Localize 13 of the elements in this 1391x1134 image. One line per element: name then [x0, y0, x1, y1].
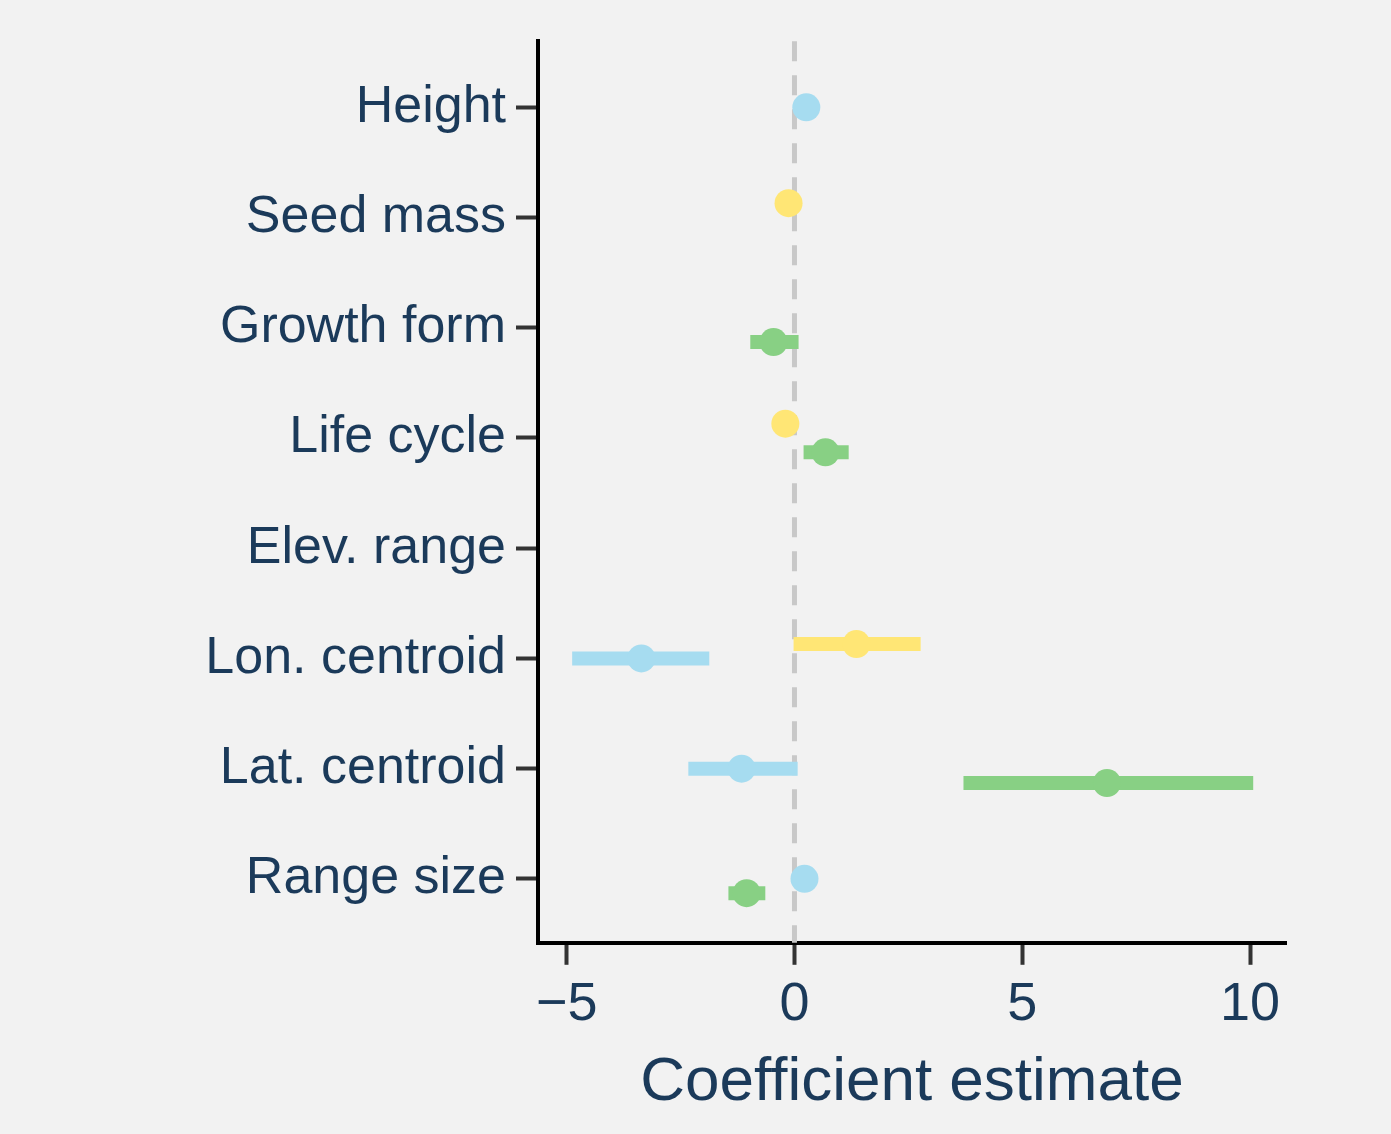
y-tick-label: Seed mass: [245, 184, 506, 243]
y-tick-label: Height: [355, 74, 507, 133]
x-tick-label: 0: [779, 971, 810, 1032]
x-tick-label: 5: [1007, 971, 1038, 1032]
x-tick-label: −5: [535, 971, 598, 1032]
y-tick-label: Lat. centroid: [219, 736, 506, 794]
y-tick-label: Growth form: [219, 295, 506, 354]
y-tick-label: Elev. range: [246, 515, 506, 574]
x-axis-title: Coefficient estimate: [640, 1043, 1184, 1113]
y-tick-label: Life cycle: [289, 405, 506, 464]
y-tick-label: Range size: [245, 846, 506, 905]
x-tick-label: 10: [1219, 971, 1281, 1032]
y-tick-label: Lon. centroid: [205, 625, 506, 684]
